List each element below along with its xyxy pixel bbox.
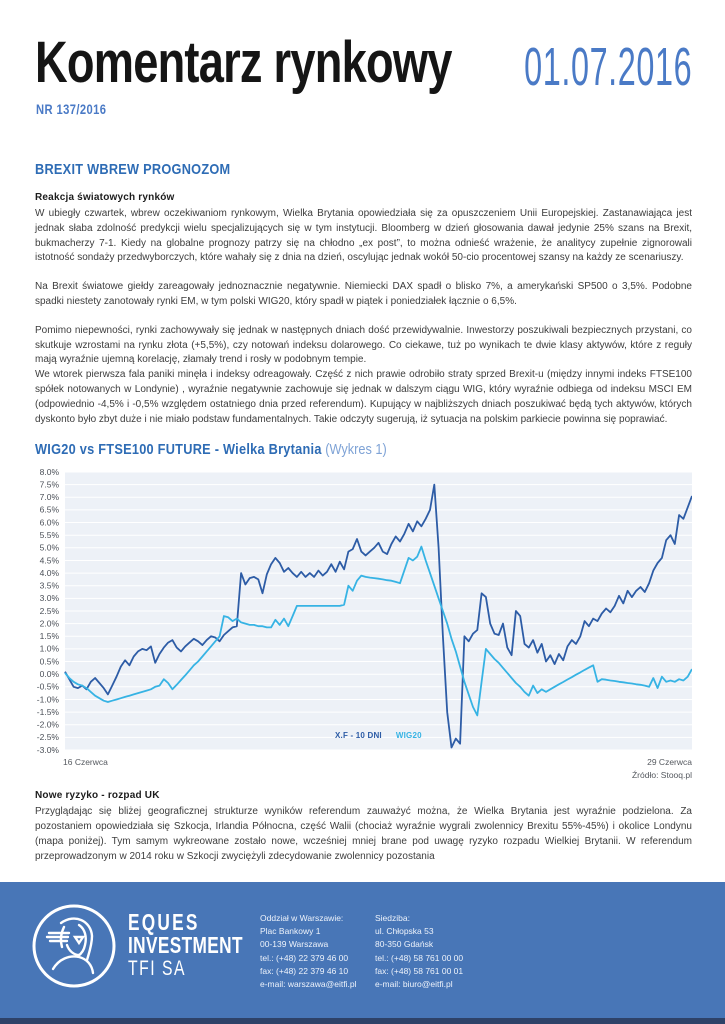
brand-line-1: EQUES: [128, 909, 200, 935]
brand-name: EQUES INVESTMENT TFI SA: [128, 909, 243, 981]
paragraph-4: We wtorek pierwsza fala paniki minęła i …: [35, 369, 692, 425]
contact-line: Plac Bankowy 1: [260, 926, 321, 937]
paragraph-5: Przyglądając się bliżej geograficznej st…: [35, 806, 692, 862]
svg-text:2.0%: 2.0%: [40, 619, 60, 629]
svg-text:3.5%: 3.5%: [40, 581, 60, 591]
svg-text:1.0%: 1.0%: [40, 644, 60, 654]
contact-warsaw-heading: Oddział w Warszawie:: [260, 913, 344, 923]
svg-text:7.0%: 7.0%: [40, 492, 60, 502]
contact-line: tel.: (+48) 58 761 00 00: [375, 952, 464, 963]
contact-warsaw: Oddział w Warszawie: Plac Bankowy 1 00-1…: [260, 912, 357, 991]
svg-text:0.5%: 0.5%: [40, 657, 60, 667]
contact-line: 00-139 Warszawa: [260, 939, 329, 950]
contact-line: 80-350 Gdańsk: [375, 939, 434, 950]
article-body: BREXIT WBREW PROGNOZOM Reakcja światowyc…: [35, 161, 692, 865]
svg-text:-1.0%: -1.0%: [37, 695, 60, 705]
svg-text:0.0%: 0.0%: [40, 669, 60, 679]
contact-line: fax: (+48) 22 379 46 10: [260, 965, 349, 976]
chart-legend: X.F - 10 DNI WIG20: [335, 731, 422, 740]
svg-text:-2.0%: -2.0%: [37, 720, 60, 730]
paragraph-2: Na Brexit światowe giełdy zareagowały je…: [35, 281, 692, 307]
svg-text:3.0%: 3.0%: [40, 594, 60, 604]
svg-text:-3.0%: -3.0%: [37, 745, 60, 755]
footer-bottom-strip: [0, 1018, 725, 1024]
chart-title-main: WIG20 vs FTSE100 FUTURE - Wielka Brytani…: [35, 441, 322, 459]
svg-text:4.5%: 4.5%: [40, 556, 60, 566]
chart-title-note: (Wykres 1): [321, 441, 387, 459]
svg-text:8.0%: 8.0%: [40, 467, 60, 477]
svg-text:5.5%: 5.5%: [40, 530, 60, 540]
svg-text:-1.5%: -1.5%: [37, 707, 60, 717]
paragraph-spacer: [35, 266, 692, 280]
svg-text:6.0%: 6.0%: [40, 518, 60, 528]
subheading-world-markets: Reakcja światowych rynków: [35, 192, 175, 203]
svg-text:1.5%: 1.5%: [40, 631, 60, 641]
chart-source: Źródło: Stooq.pl: [631, 770, 692, 781]
chart-x-axis: 16 Czerwca 29 Czerwca: [35, 757, 692, 767]
x-axis-start-label: 16 Czerwca: [63, 757, 108, 768]
paragraph-spacer: [35, 310, 692, 324]
subheading-uk-breakup: Nowe ryzyko - rozpad UK: [35, 790, 160, 802]
svg-text:6.5%: 6.5%: [40, 505, 60, 515]
contact-line: ul. Chłopska 53: [375, 926, 434, 937]
contact-email: e-mail: biuro@eitfi.pl: [375, 979, 453, 990]
svg-text:-0.5%: -0.5%: [37, 682, 60, 692]
contact-line: fax: (+48) 58 761 00 01: [375, 965, 464, 976]
legend-item-xf: X.F - 10 DNI: [335, 731, 382, 741]
svg-text:7.5%: 7.5%: [40, 480, 60, 490]
chart-title: WIG20 vs FTSE100 FUTURE - Wielka Brytani…: [35, 441, 593, 459]
issue-number: NR 137/2016: [36, 101, 107, 117]
eques-logo-icon: [31, 903, 117, 994]
contact-line: tel.: (+48) 22 379 46 00: [260, 952, 349, 963]
svg-text:5.0%: 5.0%: [40, 543, 60, 553]
contact-email: e-mail: warszawa@eitfi.pl: [260, 979, 357, 990]
svg-text:4.0%: 4.0%: [40, 568, 60, 578]
contact-hq: Siedziba: ul. Chłopska 53 80-350 Gdańsk …: [375, 912, 463, 991]
svg-text:2.5%: 2.5%: [40, 606, 60, 616]
paragraph-3: Pomimo niepewności, rynki zachowywały si…: [35, 324, 692, 366]
footer: EQUES INVESTMENT TFI SA Oddział w Warsza…: [0, 882, 725, 1024]
legend-item-wig20: WIG20: [395, 731, 422, 741]
section-heading: BREXIT WBREW PROGNOZOM: [35, 161, 231, 178]
page-title: Komentarz rynkowy: [35, 30, 452, 95]
paragraph-1: W ubiegły czwartek, wbrew oczekiwaniom r…: [35, 208, 692, 264]
svg-text:-2.5%: -2.5%: [37, 733, 60, 743]
chart-canvas: 8.0% 7.5% 7.0% 6.5% 6.0% 5.5% 5.0% 4.5% 4.0% 3.5%…: [37, 467, 692, 755]
brand-line-2: INVESTMENT: [128, 932, 243, 958]
x-axis-end-label: 29 Czerwca: [647, 757, 692, 768]
line-chart: 8.0% 7.5% 7.0% 6.5% 6.0% 5.5% 5.0% 4.5% 4.0% 3.5%…: [35, 465, 692, 780]
contact-hq-heading: Siedziba:: [375, 913, 410, 923]
brand-line-3: TFI SA: [128, 957, 187, 980]
issue-date: 01.07.2016: [523, 37, 692, 97]
